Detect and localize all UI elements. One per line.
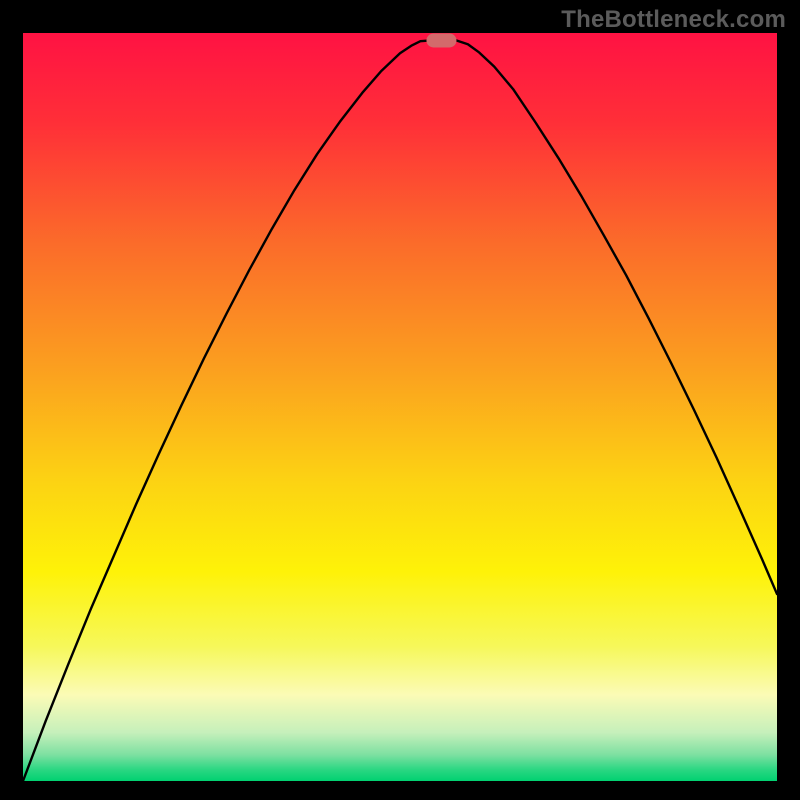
gradient-background (23, 33, 777, 781)
optimum-marker (426, 33, 456, 47)
watermark-text: TheBottleneck.com (561, 6, 786, 34)
bottleneck-curve-chart (0, 0, 800, 800)
